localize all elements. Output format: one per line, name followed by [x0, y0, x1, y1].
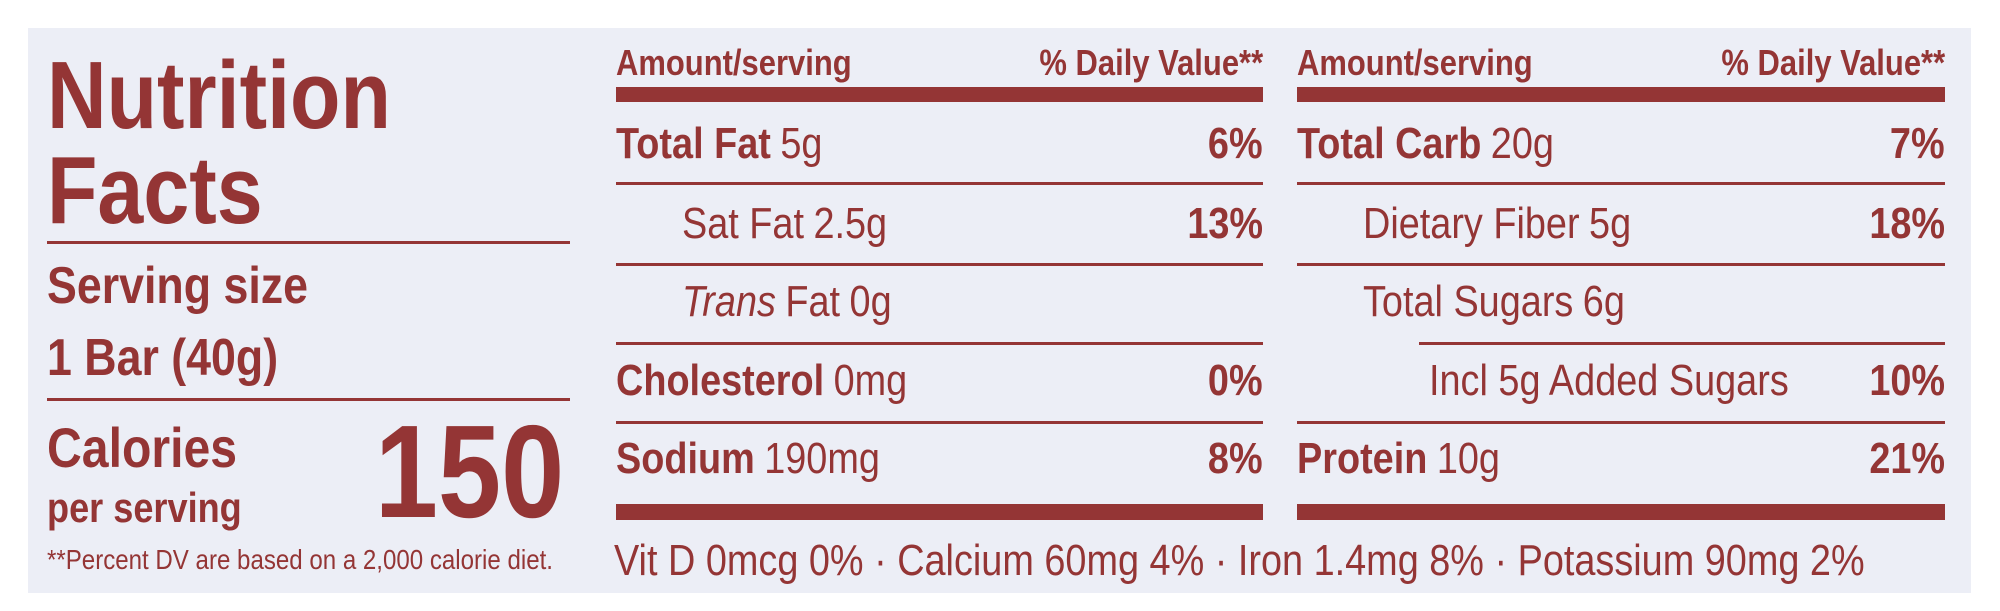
daily-value: 13%: [1187, 199, 1263, 248]
nutrient-amount: 20g: [1490, 119, 1554, 168]
nutrient-amount: 5g: [1589, 199, 1632, 248]
thin-rule: [616, 342, 1263, 345]
nutrient-name: Total Sugars: [1363, 277, 1574, 326]
column-header: Amount/serving: [616, 42, 852, 83]
label-panel: [28, 28, 1971, 593]
nutrient-name: Protein: [1297, 434, 1428, 483]
nutrient-name: Cholesterol 0mg: [616, 359, 907, 403]
nutrient-name: Trans Fat 0g: [682, 280, 892, 324]
thin-rule: [1297, 263, 1945, 266]
nutrient-name: Sodium 190mg: [616, 437, 880, 481]
nutrient-amount: 5g: [780, 119, 823, 168]
nutrient-amount: 0g: [849, 277, 892, 326]
divider: [47, 398, 570, 401]
thin-rule: [1419, 342, 1945, 345]
nutrient-amount: 2.5g: [813, 199, 888, 248]
title-line: Facts: [47, 137, 263, 244]
calories-label: Calories: [47, 416, 238, 479]
nutrient-name: Fat: [785, 277, 841, 326]
serving-label: Serving size: [47, 257, 308, 315]
calories-value: 150: [374, 398, 564, 545]
thick-rule: [1297, 87, 1945, 102]
thin-rule: [616, 421, 1263, 424]
nutrient-name: Incl 5g Added Sugars: [1429, 356, 1789, 405]
nutrient-name: Dietary Fiber 5g: [1363, 202, 1631, 246]
nutrient-name: Sat Fat: [682, 199, 804, 248]
nutrient-name: Cholesterol: [616, 356, 825, 405]
daily-value: 0%: [1208, 356, 1263, 405]
thin-rule: [1297, 421, 1945, 424]
nutrient-name: Total Sugars 6g: [1363, 280, 1625, 324]
nutrient-name: Total Fat: [616, 119, 771, 168]
daily-value: 21%: [1869, 434, 1945, 483]
nutrient-name: Total Carb: [1297, 119, 1482, 168]
column-header: % Daily Value**: [1721, 42, 1945, 83]
calories-sublabel: per serving: [47, 484, 242, 531]
nutrient-name: Dietary Fiber: [1363, 199, 1580, 248]
nutrient-name: Sat Fat 2.5g: [682, 202, 887, 246]
footnote: **Percent DV are based on a 2,000 calori…: [47, 544, 554, 575]
serving-amount: 1 Bar (40g): [47, 329, 279, 387]
nutrient-amount: 10g: [1436, 434, 1500, 483]
nutrient-amount: 190mg: [764, 434, 880, 483]
daily-value: 7%: [1890, 119, 1945, 168]
column-header: Amount/serving: [1297, 42, 1533, 83]
nutrient-name: Total Fat 5g: [616, 122, 822, 166]
daily-value: 10%: [1869, 356, 1945, 405]
title-line: Nutrition: [47, 42, 391, 149]
column-header: % Daily Value**: [1039, 42, 1263, 83]
nutrient-amount: 6g: [1582, 277, 1625, 326]
divider: [47, 241, 570, 244]
thin-rule: [1297, 182, 1945, 185]
daily-value: 8%: [1208, 434, 1263, 483]
nutrient-amount: 0mg: [833, 356, 908, 405]
thin-rule: [616, 182, 1263, 185]
daily-value: 18%: [1869, 199, 1945, 248]
thick-rule: [1297, 504, 1945, 520]
nutrient-name-italic: Trans: [682, 277, 776, 326]
nutrient-name: Protein 10g: [1297, 437, 1500, 481]
nutrient-name: Total Carb 20g: [1297, 122, 1554, 166]
micronutrients: Vit D 0mcg 0% · Calcium 60mg 4% · Iron 1…: [614, 536, 1865, 585]
nutrient-name: Sodium: [616, 434, 755, 483]
thick-rule: [616, 504, 1263, 520]
daily-value: 6%: [1208, 119, 1263, 168]
thick-rule: [616, 87, 1263, 102]
thin-rule: [616, 263, 1263, 266]
nutrient-name: Incl 5g Added Sugars: [1429, 359, 1798, 403]
